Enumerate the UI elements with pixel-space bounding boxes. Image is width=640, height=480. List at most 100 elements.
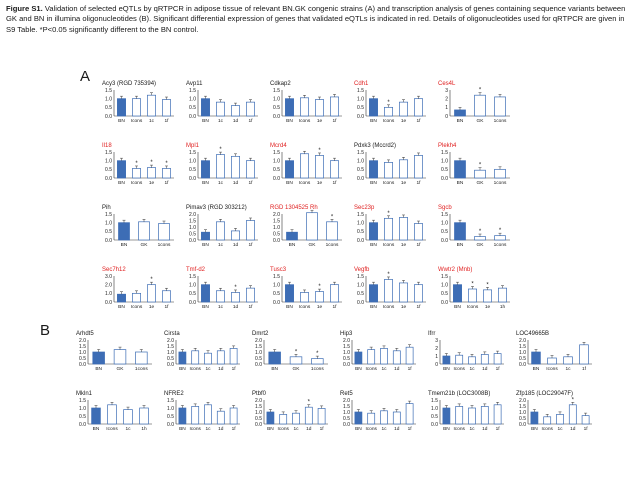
y-tick-label: 2.0 bbox=[79, 338, 86, 344]
chart-31: Tmem21b (LOC3008B) 0.0 0.5 1.0 1.5 BN Icons 1c 1… bbox=[428, 391, 504, 432]
bar bbox=[414, 284, 423, 303]
x-tick-label: Icons bbox=[299, 180, 311, 186]
y-tick-label: 1.5 bbox=[189, 218, 196, 224]
bar bbox=[178, 407, 187, 425]
bar bbox=[543, 416, 552, 425]
y-tick-label: 1.0 bbox=[189, 96, 196, 102]
chart-title: Tusc3 bbox=[270, 267, 287, 273]
x-tick-label: 1d bbox=[233, 180, 239, 186]
y-tick-label: 2.0 bbox=[519, 398, 526, 404]
chart-title: Sec23p bbox=[354, 205, 375, 211]
y-tick-label: 0.5 bbox=[519, 416, 526, 422]
x-tick-label: BN bbox=[457, 180, 464, 186]
x-tick-label: 1f bbox=[496, 426, 501, 432]
chart-18: Tusc3 0.0 0.5 1.0 1.5 BN Icons * 1e 1f bbox=[270, 267, 342, 310]
significance-mark: * bbox=[295, 349, 298, 355]
y-tick-label: 1.0 bbox=[79, 350, 86, 356]
y-tick-label: 0.0 bbox=[357, 238, 364, 244]
y-tick-label: 1.0 bbox=[105, 291, 112, 297]
x-tick-label: 1e bbox=[401, 242, 407, 248]
chart-4: Cdh1 0.0 0.5 1.0 1.5 BN * Icons 1e 1f bbox=[354, 81, 426, 124]
y-tick-label: 1.5 bbox=[189, 274, 196, 280]
bar bbox=[132, 292, 141, 303]
y-tick-label: 1.5 bbox=[431, 398, 438, 404]
chart-title: NFRE2 bbox=[164, 391, 184, 397]
y-tick-label: 0.0 bbox=[343, 362, 350, 368]
bar bbox=[498, 287, 507, 303]
y-tick-label: 0.0 bbox=[273, 176, 280, 182]
chart-25: Ifrr 0 1 2 3 BN Icons 1c 1d 1f bbox=[428, 331, 504, 372]
chart-title: Zfp185 (LOC29047F) bbox=[516, 391, 573, 397]
bar bbox=[300, 292, 309, 303]
bar bbox=[231, 230, 240, 241]
x-tick-label: 1f bbox=[248, 180, 253, 186]
bar bbox=[468, 288, 477, 303]
bar bbox=[117, 293, 126, 303]
bar bbox=[147, 284, 156, 303]
significance-mark: * bbox=[150, 277, 153, 283]
y-tick-label: 1 bbox=[445, 105, 448, 111]
bar bbox=[326, 221, 338, 241]
x-tick-label: 1d bbox=[306, 426, 312, 432]
significance-mark: * bbox=[387, 100, 390, 106]
x-tick-label: BN bbox=[121, 242, 128, 248]
bar bbox=[330, 96, 339, 117]
bar bbox=[369, 284, 378, 303]
bar bbox=[454, 222, 466, 241]
y-tick-label: 1.0 bbox=[105, 96, 112, 102]
chart-22: Cirsta 0.00.51.01.52.0 BN Icons 1c 1d 1f bbox=[164, 331, 240, 372]
bar bbox=[204, 352, 212, 365]
x-tick-label: 1f bbox=[164, 304, 169, 310]
bar bbox=[229, 348, 238, 365]
x-tick-label: BN bbox=[286, 118, 293, 124]
bar bbox=[191, 350, 200, 365]
bar bbox=[132, 98, 141, 117]
y-tick-label: 0.0 bbox=[357, 176, 364, 182]
bar bbox=[530, 411, 539, 425]
significance-mark: * bbox=[479, 88, 482, 94]
y-tick-label: 2.0 bbox=[343, 398, 350, 404]
bar bbox=[117, 98, 126, 117]
x-tick-label: GK bbox=[309, 242, 317, 248]
y-tick-label: 0.0 bbox=[189, 238, 196, 244]
y-tick-label: 0.0 bbox=[189, 176, 196, 182]
chart-17: Tmf-d2 0.0 0.5 1.0 1.5 BN 1c * 1d 1f bbox=[186, 267, 258, 310]
x-tick-label: Icons bbox=[546, 366, 558, 372]
bar bbox=[286, 231, 298, 241]
y-tick-label: 0.5 bbox=[357, 229, 364, 235]
y-tick-label: 1.5 bbox=[255, 344, 262, 350]
bar bbox=[113, 349, 127, 365]
y-tick-label: 0.5 bbox=[105, 167, 112, 173]
x-tick-label: 1cons bbox=[135, 366, 148, 372]
bar bbox=[380, 410, 388, 425]
bar bbox=[204, 404, 212, 425]
x-tick-label: 1d bbox=[233, 304, 239, 310]
bar bbox=[330, 284, 339, 303]
x-tick-label: 1c bbox=[381, 426, 387, 432]
bar bbox=[91, 407, 101, 425]
bar bbox=[231, 292, 240, 303]
bar bbox=[229, 407, 238, 425]
y-tick-label: 1.0 bbox=[189, 225, 196, 231]
y-tick-label: 0.5 bbox=[343, 416, 350, 422]
y-tick-label: 0.0 bbox=[255, 362, 262, 368]
y-tick-label: 0.0 bbox=[273, 238, 280, 244]
bar bbox=[455, 406, 464, 425]
chart-24: Hip3 0.00.51.01.52.0 BN Icons 1c 1d 1f bbox=[340, 331, 416, 372]
x-tick-label: BN bbox=[454, 304, 461, 310]
x-tick-label: BN bbox=[370, 180, 377, 186]
y-tick-label: 0.0 bbox=[189, 114, 196, 120]
x-tick-label: Icons bbox=[131, 118, 143, 124]
x-tick-label: BN bbox=[179, 426, 186, 432]
y-tick-label: 2 bbox=[445, 96, 448, 102]
x-tick-label: Icons bbox=[453, 426, 465, 432]
x-tick-label: BN bbox=[93, 426, 100, 432]
y-tick-label: 1.0 bbox=[343, 350, 350, 356]
bar bbox=[442, 407, 451, 425]
chart-title: Arhdt5 bbox=[76, 331, 94, 337]
x-tick-label: Icons bbox=[453, 366, 465, 372]
y-tick-label: 0.0 bbox=[519, 362, 526, 368]
chart-title: Dmrt2 bbox=[252, 331, 269, 337]
chart-3: Cdkap2 0.0 0.5 1.0 1.5 BN Icons 1e 1f bbox=[270, 81, 342, 124]
bar bbox=[414, 155, 423, 179]
